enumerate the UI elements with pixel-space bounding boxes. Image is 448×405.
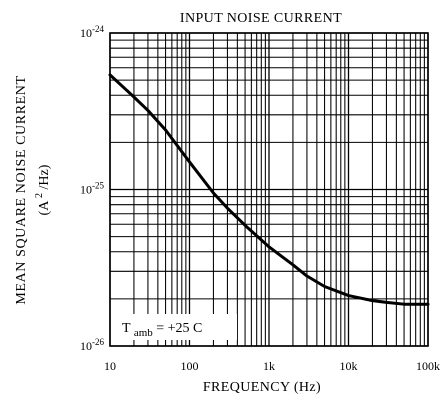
y-axis-label-superscript: 2	[34, 193, 45, 198]
y-tick-exponent: -26	[92, 337, 104, 347]
y-tick-label: 10-24	[80, 24, 104, 40]
y-tick-base: 10	[80, 339, 92, 353]
x-tick-label: 100	[181, 359, 199, 373]
y-axis-label-suffix: /Hz)	[37, 164, 52, 189]
x-tick-label: 100k	[416, 359, 440, 373]
x-tick-label: 10	[104, 359, 116, 373]
y-axis-label-prefix: (A	[37, 200, 52, 216]
y-axis-label-line2: (A 2 /Hz)	[31, 164, 52, 215]
annotation-main: T	[122, 321, 131, 336]
y-axis-label-line2-group: (A 2 /Hz)	[31, 164, 52, 215]
y-tick-exponent: -25	[92, 181, 104, 191]
y-axis-label-line1-group: MEAN SQUARE NOISE CURRENT	[14, 75, 29, 304]
series-line	[108, 73, 430, 306]
axes	[109, 32, 429, 347]
plot-frame	[109, 32, 429, 347]
y-tick-base: 10	[80, 26, 92, 40]
series	[108, 73, 430, 306]
annotation-sub: amb	[134, 327, 153, 339]
annotation-box	[118, 314, 237, 340]
y-axis-label-line1: MEAN SQUARE NOISE CURRENT	[14, 75, 29, 304]
y-tick-base: 10	[80, 183, 92, 197]
grid	[109, 32, 429, 347]
y-tick-exponent: -24	[92, 24, 104, 34]
x-tick-label: 1k	[263, 359, 275, 373]
y-tick-label: 10-26	[80, 337, 104, 353]
y-tick-label: 10-25	[80, 181, 104, 197]
chart-title: INPUT NOISE CURRENT	[180, 11, 342, 26]
x-tick-labels: 10 100 1k 10k 100k	[104, 359, 440, 373]
annotation-text: T amb = +25 C	[122, 321, 202, 340]
annotation-rest: = +25 C	[156, 321, 202, 336]
x-tick-label: 10k	[340, 359, 358, 373]
x-axis-label: FREQUENCY (Hz)	[203, 380, 321, 395]
